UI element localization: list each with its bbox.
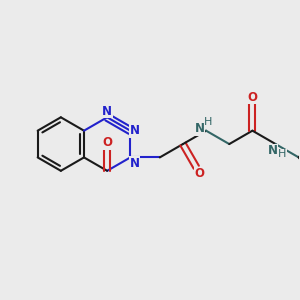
Text: N: N — [130, 157, 140, 170]
Text: N: N — [102, 105, 112, 118]
Text: N: N — [130, 124, 140, 137]
Text: N: N — [268, 144, 278, 157]
Text: O: O — [248, 91, 257, 104]
Text: H: H — [278, 149, 286, 160]
Text: O: O — [194, 167, 204, 180]
Text: H: H — [203, 117, 212, 128]
Text: N: N — [195, 122, 205, 135]
Text: O: O — [102, 136, 112, 149]
